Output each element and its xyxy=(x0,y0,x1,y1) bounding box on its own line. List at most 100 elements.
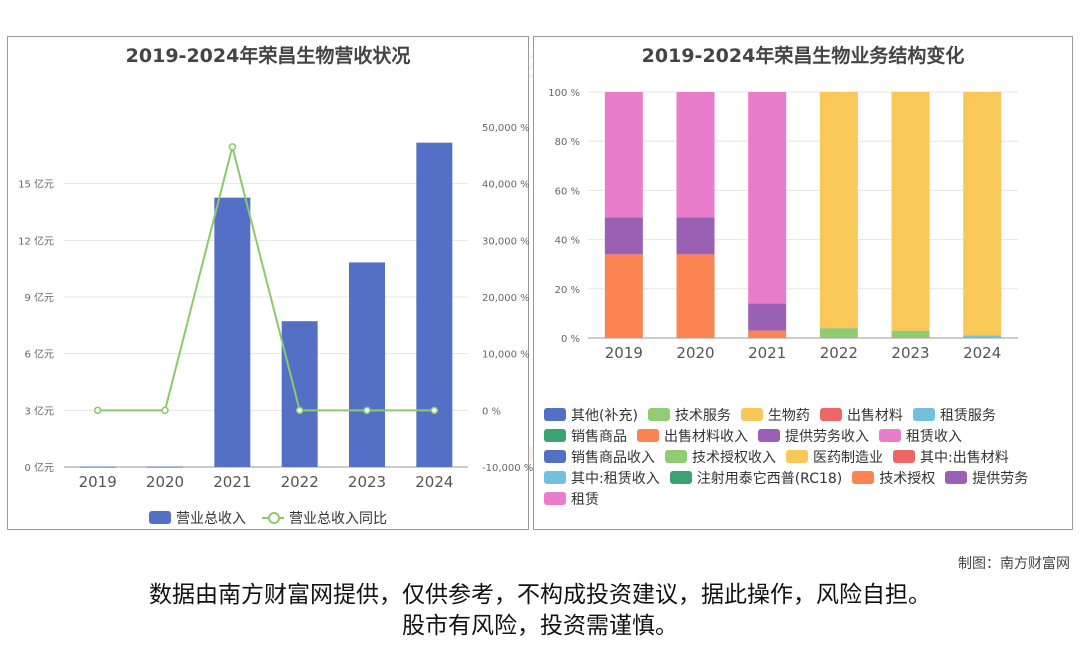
legend-label: 其中:出售材料 xyxy=(920,449,1009,466)
legend-swatch xyxy=(647,408,670,421)
stack-segment xyxy=(748,92,787,304)
x-tick-label: 2019 xyxy=(79,473,117,491)
legend-swatch xyxy=(665,450,687,463)
y-tick-label: 100 % xyxy=(548,88,580,99)
legend-item[interactable]: 技术授权收入 xyxy=(665,446,776,467)
y-right-tick-label: 10,000 % xyxy=(482,350,530,361)
stack-segment xyxy=(604,217,643,255)
revenue-bar xyxy=(147,466,183,468)
legend-item[interactable]: 租赁收入 xyxy=(879,425,962,446)
legend-swatch xyxy=(740,408,763,421)
stack-segment xyxy=(676,92,715,218)
disclaimer: 数据由南方财富网提供，仅供参考，不构成投资建议，据此操作，风险自担。 股市有风险… xyxy=(0,580,1080,642)
legend-item[interactable]: 医药制造业 xyxy=(786,446,883,467)
legend-swatch xyxy=(544,429,566,442)
legend-swatch xyxy=(544,408,566,421)
legend-item[interactable]: 出售材料 xyxy=(819,404,903,425)
y-left-tick-label: 12 亿元 xyxy=(18,234,54,247)
y-tick-label: 0 % xyxy=(561,334,580,345)
legend-label: 销售商品收入 xyxy=(571,449,655,466)
legend-item[interactable]: 销售商品 xyxy=(544,425,627,446)
legend-swatch xyxy=(819,408,842,421)
y-left-tick-label: 6 亿元 xyxy=(24,348,54,361)
y-left-tick-label: 0 亿元 xyxy=(24,461,54,474)
legend-item[interactable]: 技术授权 xyxy=(852,467,935,488)
y-right-tick-label: -10,000 % xyxy=(482,463,533,474)
legend-label: 生物药 xyxy=(767,407,810,424)
revenue-bar xyxy=(79,466,116,468)
yoy-point xyxy=(363,406,371,415)
revenue-bar xyxy=(349,262,385,467)
structure-chart: 0 % 20 % 40 % 60 % 80 % 100 % 2019 2020 2021 2022… xyxy=(548,88,1018,362)
legend-label: 租赁服务 xyxy=(939,407,996,424)
revenue-chart-panel: 2019-2024年荣昌生物营收状况 0 亿元 3 亿元 6 亿元 9 亿元 12 亿元… xyxy=(7,36,533,530)
y-right-tick-label: 20,000 % xyxy=(482,293,530,304)
legend-label: 其中:租赁收入 xyxy=(571,470,660,487)
legend-item[interactable]: 出售材料收入 xyxy=(637,425,748,446)
x-tick-label: 2020 xyxy=(146,473,184,491)
revenue-bar xyxy=(214,197,251,467)
legend-label: 医药制造业 xyxy=(813,449,883,466)
disclaimer-line-2: 股市有风险，投资需谨慎。 xyxy=(402,613,678,639)
legend-label: 其他(补充) xyxy=(571,407,638,424)
y-left-tick-label: 9 亿元 xyxy=(24,291,54,304)
structure-chart-legend: 其他(补充) 技术服务 生物药 出售材料 租赁服务销售商品 出售材料收入 提供劳务收入 租赁收… xyxy=(544,404,1066,509)
legend-label: 租赁 xyxy=(571,491,599,508)
legend-item[interactable]: 租赁 xyxy=(544,488,599,509)
revenue-chart-legend: 营业总收入 营业总收入同比 xyxy=(8,507,528,528)
legend-item-yoy[interactable]: 营业总收入同比 xyxy=(262,507,387,528)
legend-item[interactable]: 其他(补充) xyxy=(544,404,638,425)
legend-label: 出售材料收入 xyxy=(664,428,748,445)
x-tick-label: 2024 xyxy=(963,344,1001,362)
x-tick-label: 2023 xyxy=(348,473,386,491)
legend-swatch xyxy=(912,408,935,421)
x-tick-label: 2024 xyxy=(415,473,453,491)
legend-label: 提供劳务收入 xyxy=(785,428,869,445)
legend-item[interactable]: 其中:租赁收入 xyxy=(544,467,660,488)
stack-segment xyxy=(819,328,858,338)
revenue-bar xyxy=(281,321,318,467)
legend-item[interactable]: 销售商品收入 xyxy=(544,446,655,467)
y-left-tick-label: 3 亿元 xyxy=(24,404,54,417)
legend-item[interactable]: 技术服务 xyxy=(647,404,731,425)
stack-segment xyxy=(748,303,787,331)
legend-label: 注射用泰它西普(RC18) xyxy=(696,470,843,487)
legend-swatch xyxy=(786,450,808,463)
legend-swatch xyxy=(852,471,875,484)
yoy-point xyxy=(295,406,304,415)
legend-item[interactable]: 注射用泰它西普(RC18) xyxy=(669,467,843,488)
legend-item[interactable]: 租赁服务 xyxy=(912,404,996,425)
stack-segment xyxy=(748,330,787,338)
legend-item[interactable]: 生物药 xyxy=(740,404,810,425)
legend-label: 销售商品 xyxy=(571,428,627,445)
legend-item-revenue[interactable]: 营业总收入 xyxy=(149,507,246,528)
legend-label: 技术授权 xyxy=(879,470,936,487)
legend-item[interactable]: 提供劳务 xyxy=(945,467,1028,488)
legend-swatch xyxy=(669,471,692,484)
x-tick-label: 2019 xyxy=(605,344,643,362)
structure-chart-panel: 2019-2024年荣昌生物业务结构变化 0 % 20 % 40 % 60 % 80 %… xyxy=(533,36,1073,530)
stack-segment xyxy=(676,254,715,338)
stack-segment xyxy=(819,92,858,329)
legend-label: 提供劳务 xyxy=(972,470,1029,487)
x-tick-label: 2023 xyxy=(891,344,929,362)
y-right-tick-label: 0 % xyxy=(482,406,501,417)
legend-swatch xyxy=(945,471,968,484)
legend-label-revenue: 营业总收入 xyxy=(176,510,246,527)
legend-swatch xyxy=(544,450,566,463)
x-tick-label: 2021 xyxy=(748,344,786,362)
revenue-bar xyxy=(416,142,453,467)
legend-item[interactable]: 其中:出售材料 xyxy=(893,446,1009,467)
legend-swatch-yoy xyxy=(262,511,284,524)
legend-item[interactable]: 提供劳务收入 xyxy=(758,425,869,446)
legend-swatch xyxy=(879,429,901,442)
legend-swatch xyxy=(544,471,566,484)
yoy-point xyxy=(93,406,102,415)
x-tick-label: 2022 xyxy=(281,473,319,491)
yoy-point xyxy=(161,406,169,415)
yoy-point xyxy=(228,143,237,151)
revenue-chart: 0 亿元 3 亿元 6 亿元 9 亿元 12 亿元 15 亿元 -10,000 % 0 % 10… xyxy=(18,123,533,491)
y-right-tick-label: 40,000 % xyxy=(482,180,530,191)
legend-label: 租赁收入 xyxy=(906,428,962,445)
legend-swatch xyxy=(893,450,915,463)
